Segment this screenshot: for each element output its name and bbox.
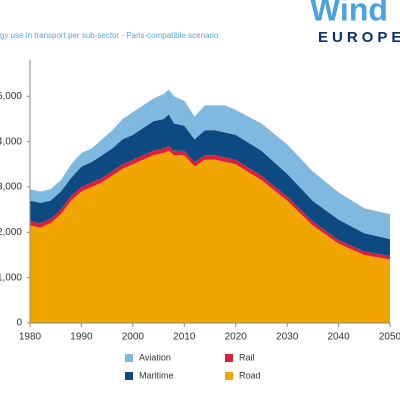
- logo-wind: Wind: [310, 0, 388, 27]
- legend-label: Road: [239, 370, 261, 380]
- logo-europe: EUROPE: [318, 29, 400, 46]
- x-tick-label: 2010: [173, 332, 196, 343]
- y-tick-label: 0: [16, 318, 22, 329]
- legend-swatch: [125, 354, 133, 362]
- x-tick-label: 1980: [19, 332, 42, 343]
- legend-swatch: [225, 372, 233, 380]
- x-tick-label: 1990: [70, 332, 93, 343]
- x-tick-label: 2000: [122, 332, 145, 343]
- area: [30, 89, 390, 240]
- y-tick-label: 3,000: [0, 182, 22, 193]
- y-tick-label: 1,000: [0, 272, 22, 283]
- x-tick-label: 2030: [276, 332, 299, 343]
- x-tick-label: 2040: [327, 332, 350, 343]
- legend-label: Aviation: [139, 352, 171, 362]
- x-tick-label: 2020: [225, 332, 248, 343]
- chart-title: gy use in transport per sub-sector - Par…: [0, 31, 219, 40]
- legend-swatch: [125, 372, 133, 380]
- y-tick-label: 4,000: [0, 136, 22, 147]
- area: [30, 114, 390, 256]
- legend-label: Maritime: [139, 370, 174, 380]
- x-tick-label: 2050: [379, 332, 400, 343]
- area: [30, 150, 390, 323]
- y-tick-label: 5,000: [0, 91, 22, 102]
- y-tick-label: 2,000: [0, 227, 22, 238]
- legend-label: Rail: [239, 352, 255, 362]
- area: [30, 146, 390, 260]
- legend-swatch: [225, 354, 233, 362]
